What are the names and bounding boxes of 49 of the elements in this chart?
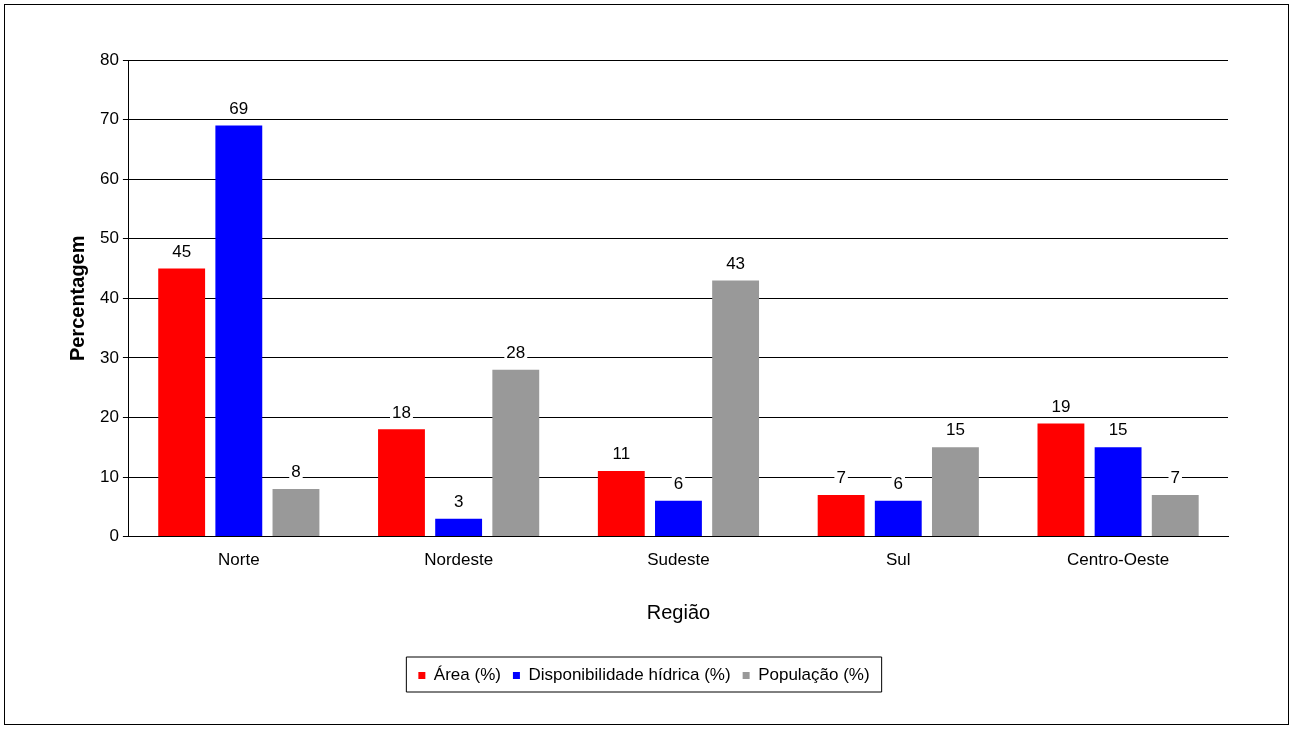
bar	[215, 125, 263, 537]
bar	[158, 268, 206, 537]
data-label: 15	[1108, 420, 1128, 440]
y-tick-label: 60	[99, 168, 119, 188]
x-axis-title: Região	[646, 600, 711, 623]
data-label: 11	[612, 444, 631, 464]
bar	[597, 471, 645, 537]
y-tick-label: 10	[99, 466, 119, 486]
data-label: 8	[291, 462, 301, 482]
x-tick-label: Norte	[218, 550, 260, 570]
x-tick-label: Sudeste	[647, 550, 710, 570]
x-tick-label: Sul	[885, 550, 911, 570]
legend-label: Disponibilidade hídrica (%)	[528, 665, 731, 685]
data-label: 19	[1051, 396, 1071, 416]
bar	[492, 369, 540, 537]
data-label: 7	[836, 468, 846, 488]
y-axis-title: Percentagem	[65, 235, 88, 362]
bar	[1151, 494, 1199, 537]
bar	[931, 447, 979, 537]
legend-label: Área (%)	[433, 665, 501, 685]
data-label: 28	[506, 342, 526, 362]
x-tick-label: Nordeste	[424, 550, 494, 570]
data-label: 6	[893, 474, 904, 494]
bar	[1094, 447, 1142, 537]
data-label: 69	[229, 98, 249, 118]
x-tick-label: Centro-Oeste	[1067, 550, 1170, 570]
bar	[817, 494, 865, 537]
y-tick-label: 80	[99, 49, 119, 69]
bar	[1037, 423, 1085, 537]
bar	[874, 500, 922, 537]
data-label: 45	[172, 241, 192, 261]
y-tick-label: 30	[99, 347, 119, 367]
legend-label: População (%)	[758, 665, 870, 685]
y-tick-label: 40	[99, 287, 119, 307]
bar	[655, 500, 702, 537]
data-label: 43	[726, 253, 746, 273]
data-label: 15	[945, 420, 965, 440]
bar	[378, 429, 425, 537]
data-label: 18	[392, 402, 411, 422]
data-label: 3	[453, 491, 464, 511]
y-tick-label: 50	[99, 228, 119, 248]
bar	[712, 280, 760, 537]
bar	[272, 488, 320, 537]
y-tick-label: 0	[109, 526, 119, 546]
y-tick-label: 20	[99, 407, 119, 427]
data-label: 6	[673, 474, 684, 494]
y-tick-label: 70	[99, 109, 119, 129]
bar	[435, 518, 483, 537]
data-label: 7	[1170, 468, 1180, 488]
